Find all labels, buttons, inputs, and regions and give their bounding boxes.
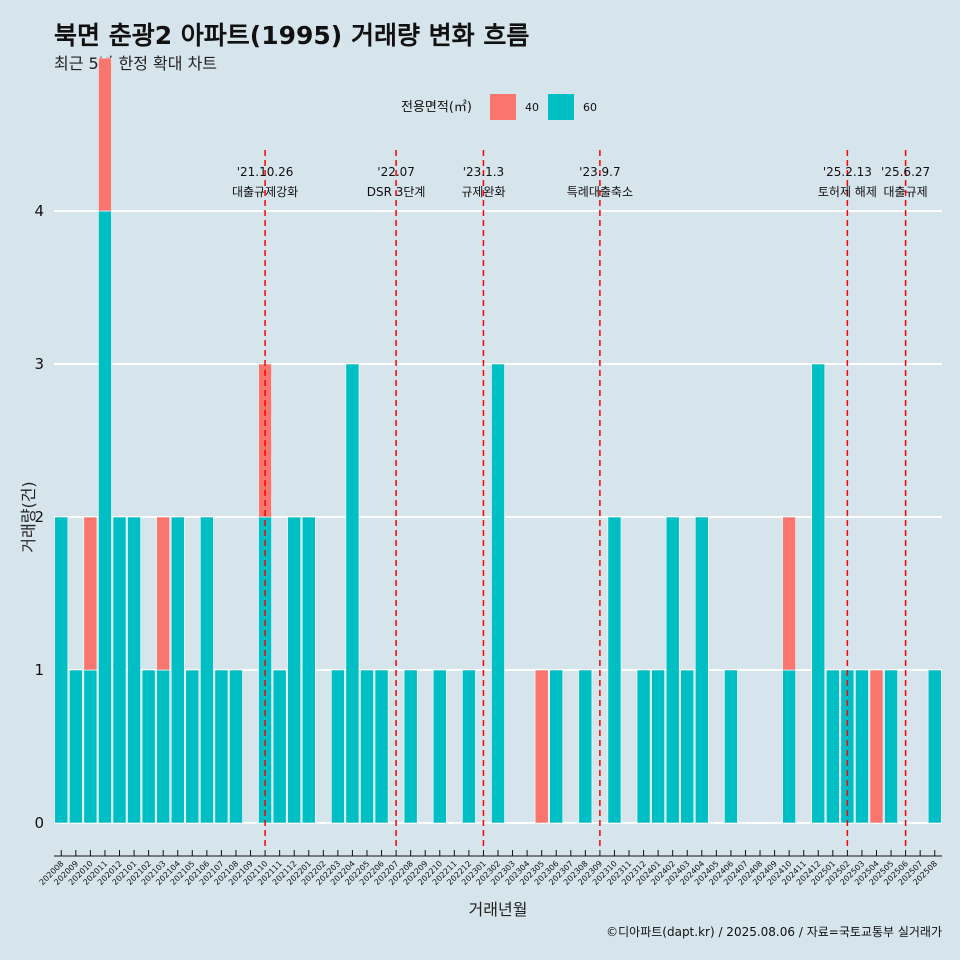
- bar-202208-60: [403, 669, 418, 824]
- bar-202203-60: [331, 669, 345, 824]
- legend: 전용면적(㎡) 40 60: [401, 94, 597, 120]
- event-label: DSR 3단계: [367, 185, 426, 199]
- legend-label-60: 60: [583, 101, 597, 114]
- bar-202305-40: [534, 669, 549, 824]
- bar-202410-60: [782, 669, 796, 824]
- event-date: '23.9.7: [579, 165, 620, 179]
- y-tick-label: 1: [34, 661, 44, 679]
- legend-label-40: 40: [525, 101, 539, 114]
- bar-202201-60: [301, 516, 316, 824]
- bar-202306-60: [549, 669, 564, 824]
- x-axis: 2020082020092020102020112020122021012021…: [38, 850, 942, 887]
- event-label: 특례대출축소: [567, 185, 633, 199]
- bar-202105-60: [185, 669, 200, 824]
- event-label: 대출규제: [884, 185, 928, 199]
- bar-202504-40: [869, 669, 884, 824]
- bar-202404-60: [694, 516, 709, 824]
- bar-202107-60: [214, 669, 229, 824]
- bar-202501-60: [825, 669, 840, 824]
- bar-202412-60: [811, 363, 826, 824]
- bar-202312-60: [636, 669, 651, 824]
- bar-202106-60: [200, 516, 214, 824]
- bar-202503-60: [855, 669, 869, 824]
- caption: ©디아파트(dapt.kr) / 2025.08.06 / 자료=국토교통부 실…: [606, 925, 942, 939]
- bar-202103-60: [156, 669, 171, 824]
- bar-202410-40: [782, 516, 796, 671]
- bar-202104-60: [170, 516, 185, 824]
- event-markers: '21.10.26 대출규제강화 '22.07 DSR 3단계 '23.1.3 규제완화 '…: [232, 150, 930, 848]
- event-date: '25.2.13: [823, 165, 872, 179]
- event-date: '23.1.3: [463, 165, 504, 179]
- bar-202212-60: [462, 669, 476, 824]
- event-date: '25.6.27: [881, 165, 930, 179]
- chart-subtitle: 최근 5년 한정 확대 차트: [54, 54, 217, 73]
- legend-swatch-40: [490, 94, 516, 120]
- bar-202010-40: [83, 516, 98, 671]
- bar-202308-60: [578, 669, 593, 824]
- x-axis-title: 거래년월: [469, 900, 528, 919]
- event-label: 대출규제강화: [232, 185, 298, 199]
- bar-202204-60: [345, 363, 360, 824]
- bar-202101-60: [127, 516, 141, 824]
- bar-202210-60: [432, 669, 447, 824]
- bar-202403-60: [680, 669, 695, 824]
- bar-202011-40: [98, 57, 112, 212]
- bar-202205-60: [360, 669, 374, 824]
- bar-202008-60: [54, 516, 69, 824]
- bar-202012-60: [112, 516, 127, 824]
- y-tick-label: 4: [34, 202, 44, 220]
- bar-202401-60: [651, 669, 665, 824]
- bar-202206-60: [374, 669, 389, 824]
- event-date: '22.07: [377, 165, 415, 179]
- y-axis-title: 거래량(건): [19, 481, 38, 552]
- bars: [54, 57, 942, 824]
- bar-202103-40: [156, 516, 171, 671]
- bar-202108-60: [229, 669, 243, 824]
- bar-202011-60: [98, 210, 112, 824]
- y-tick-label: 2: [34, 508, 44, 526]
- y-tick-label: 0: [34, 814, 44, 832]
- event-label: 규제완화: [461, 185, 505, 199]
- event-date: '21.10.26: [237, 165, 294, 179]
- y-tick-label: 3: [34, 355, 44, 373]
- y-tick-labels: 0 1 2 3 4: [34, 202, 44, 832]
- bar-202111-60: [272, 669, 287, 824]
- bar-202112-60: [287, 516, 302, 824]
- legend-title: 전용면적(㎡): [401, 100, 472, 115]
- bar-202402-60: [665, 516, 680, 824]
- bar-202508-60: [927, 669, 942, 824]
- bar-202302-60: [491, 363, 505, 824]
- legend-swatch-60: [548, 94, 574, 120]
- bar-202505-60: [884, 669, 898, 824]
- bar-202009-60: [68, 669, 83, 824]
- bar-202406-60: [724, 669, 738, 824]
- bar-202010-60: [83, 669, 98, 824]
- event-label: 토허제 해제: [818, 185, 877, 199]
- chart-title: 북면 춘광2 아파트(1995) 거래량 변화 흐름: [54, 21, 529, 50]
- bar-202310-60: [607, 516, 622, 824]
- bar-202102-60: [141, 669, 156, 824]
